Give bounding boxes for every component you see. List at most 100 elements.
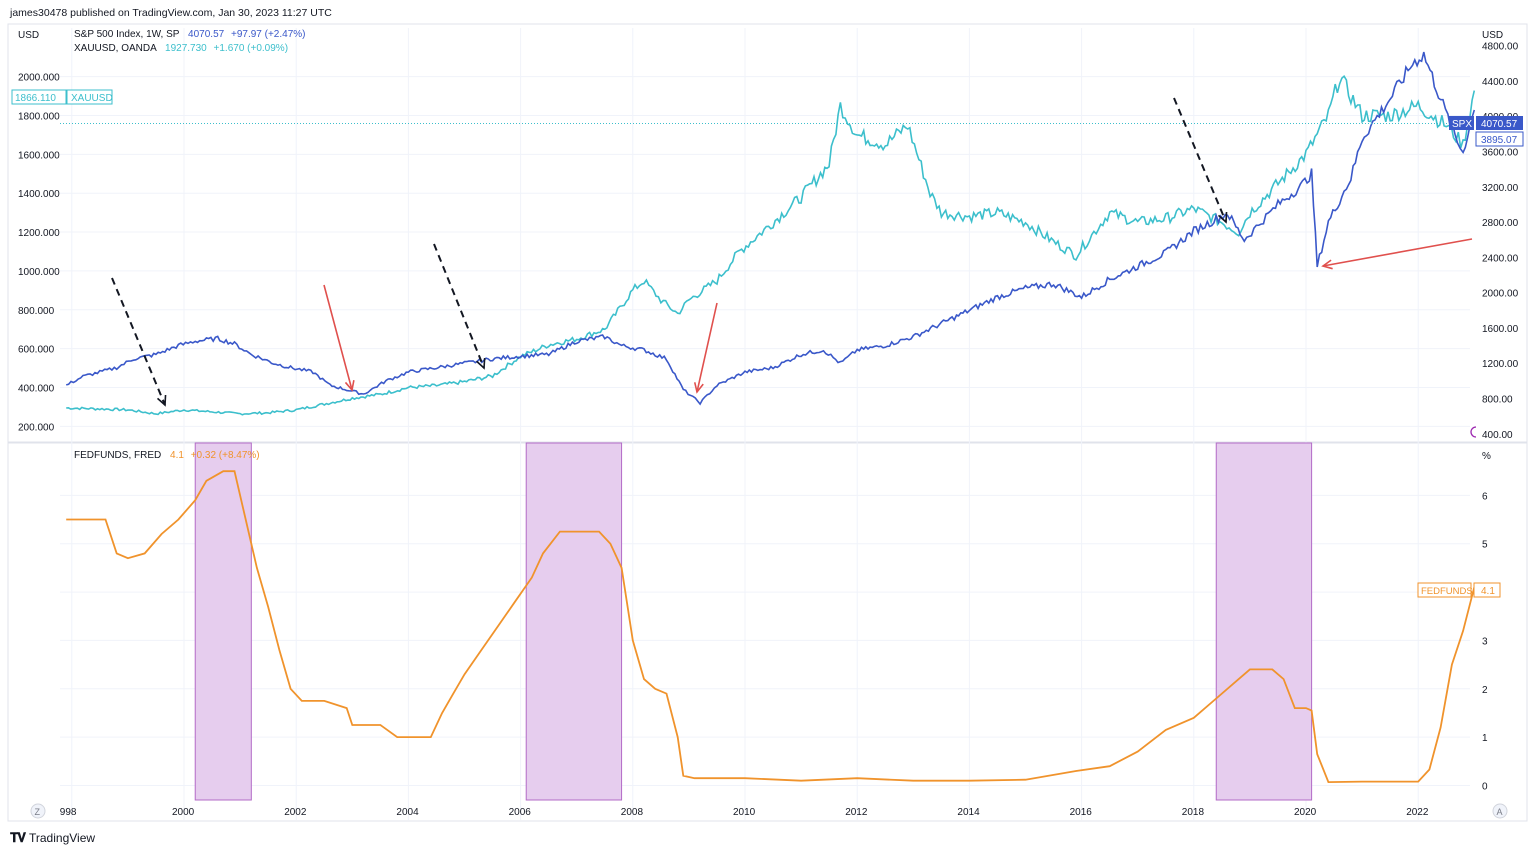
right-tick-7: 2000.00 <box>1482 289 1519 300</box>
x-tick-6: 2010 <box>733 807 756 818</box>
pct-tick-3: 3 <box>1482 636 1488 647</box>
x-tick-9: 2016 <box>1070 807 1093 818</box>
shaded-period-1 <box>525 442 623 801</box>
x-tick-7: 2012 <box>845 807 868 818</box>
annotation-arrow-2 <box>433 243 485 369</box>
right-tick-9: 1200.00 <box>1482 359 1519 370</box>
annotations <box>111 97 1473 407</box>
pct-tick-0: 6 <box>1482 491 1488 502</box>
annotation-arrowhead-4 <box>1217 211 1228 224</box>
gold-price-badge <box>11 89 67 105</box>
z-button[interactable] <box>30 803 46 819</box>
series-line-spx <box>66 51 1476 406</box>
legend-spx-name: S&P 500 Index, 1W, SP <box>74 29 180 40</box>
annotation-arrow-5 <box>1322 238 1473 267</box>
legend-fed[interactable]: FEDFUNDS, FRED 4.1 +0.32 (+8.47%) <box>74 450 260 461</box>
annotation-arrow-0 <box>111 277 166 406</box>
x-tick-1: 2000 <box>172 807 195 818</box>
annotation-arrowhead-5 <box>1321 259 1333 270</box>
x-tick-5: 2008 <box>621 807 644 818</box>
right-tick-5: 2800.00 <box>1482 218 1519 229</box>
left-tick-3: 1400.000 <box>18 189 60 200</box>
series-line-fedfunds <box>66 470 1476 784</box>
left-tick-6: 800.000 <box>18 306 55 317</box>
annotation-arrowhead-2 <box>476 357 486 370</box>
right-tick-1: 4400.00 <box>1482 77 1519 88</box>
fed-tag-badge <box>1417 582 1472 598</box>
fed-right-value: 4.1 <box>1481 586 1495 597</box>
x-tick-3: 2004 <box>396 807 419 818</box>
left-tick-4: 1200.000 <box>18 228 60 239</box>
a-button-label: A <box>1497 807 1503 817</box>
gold-price-badge-value: 1866.110 <box>15 93 56 104</box>
annotation-arrowhead-3 <box>693 382 704 394</box>
annotation-arrow-3 <box>696 302 718 393</box>
spx-second-badge <box>1475 131 1524 147</box>
legend-gold-name: XAUUSD, OANDA <box>74 43 157 54</box>
x-tick-0: 998 <box>60 807 77 818</box>
x-tick-11: 2020 <box>1294 807 1317 818</box>
annotation-arrowhead-0 <box>156 394 167 407</box>
spx-right-badge <box>1476 116 1523 130</box>
series-layer <box>60 51 1476 784</box>
left-tick-9: 200.000 <box>18 422 55 433</box>
legend-spx-value: 4070.57 <box>188 29 225 40</box>
x-tick-2: 2002 <box>284 807 307 818</box>
left-tick-1: 1800.000 <box>18 111 60 122</box>
left-tick-2: 1600.000 <box>18 150 60 161</box>
annotation-arrowhead-1 <box>344 380 355 392</box>
right-tick-10: 800.00 <box>1482 395 1513 406</box>
gold-name-badge <box>66 89 113 105</box>
left-tick-7: 600.000 <box>18 345 55 356</box>
spx-right-value: 4070.57 <box>1481 119 1518 130</box>
x-tick-12: 2022 <box>1406 807 1429 818</box>
spx-tag-badge <box>1449 116 1474 130</box>
annotation-arrow-1 <box>323 284 353 391</box>
right-tick-3: 3600.00 <box>1482 148 1519 159</box>
left-axis-unit: USD <box>18 30 39 41</box>
right-tick-0: 4800.00 <box>1482 42 1519 53</box>
tradingview-logo-icon: 𝐓𝐕 <box>10 830 26 845</box>
right-axis-unit: USD <box>1482 30 1503 41</box>
right-tick-6: 2400.00 <box>1482 253 1519 264</box>
x-tick-8: 2014 <box>957 807 980 818</box>
x-tick-4: 2006 <box>509 807 532 818</box>
legend-gold-change: +1.670 (+0.09%) <box>213 43 289 54</box>
pct-tick-5: 1 <box>1482 733 1488 744</box>
pct-tick-4: 2 <box>1482 685 1488 696</box>
x-tick-10: 2018 <box>1182 807 1205 818</box>
right-tick-8: 1600.00 <box>1482 324 1519 335</box>
legend-fed-change: +0.32 (+8.47%) <box>190 450 260 461</box>
legend-spx-change: +97.97 (+2.47%) <box>230 29 306 40</box>
legend-gold-value: 1927.730 <box>165 43 207 54</box>
left-axis[interactable]: 2000.000 1800.000 1600.000 1400.000 1200.000… <box>18 73 60 434</box>
time-axis[interactable]: 998 2000 2002 2004 2006 2008 2010 2012 2014 2016 2… <box>60 807 1429 818</box>
publisher-line: james30478 published on TradingView.com,… <box>10 7 332 19</box>
legend-gold[interactable]: XAUUSD, OANDA 1927.730 +1.670 (+0.09%) <box>74 43 288 54</box>
series-line-xauusd <box>66 74 1476 416</box>
legend-spx[interactable]: S&P 500 Index, 1W, SP 4070.57 +97.97 (+2… <box>74 29 305 40</box>
right-tick-11: 400.00 <box>1482 430 1513 441</box>
spx-tag-label: SPX <box>1452 119 1472 130</box>
pct-tick-1: 5 <box>1482 540 1488 551</box>
right-axis-unit-pct: % <box>1482 451 1491 462</box>
right-tick-4: 3200.00 <box>1482 183 1519 194</box>
left-tick-5: 1000.000 <box>18 267 60 278</box>
scroll-icon[interactable] <box>1470 426 1477 438</box>
spx-second-value: 3895.07 <box>1481 135 1518 146</box>
annotation-arrow-4 <box>1173 97 1227 223</box>
shaded-period-0 <box>194 442 252 801</box>
shaded-period-2 <box>1215 442 1313 801</box>
a-button[interactable] <box>1492 803 1508 819</box>
gold-name-badge-label: XAUUSD <box>71 93 113 104</box>
z-button-label: Z <box>35 807 41 817</box>
tradingview-brand: TradingView <box>29 831 96 845</box>
legend-fed-name: FEDFUNDS, FRED <box>74 450 162 461</box>
left-tick-0: 2000.000 <box>18 73 60 84</box>
tradingview-footer[interactable]: 𝐓𝐕 TradingView <box>10 830 95 846</box>
fed-tag-label: FEDFUNDS <box>1421 586 1473 597</box>
top-pane-frame <box>7 23 1528 443</box>
fed-right-badge <box>1473 582 1501 598</box>
pct-tick-6: 0 <box>1482 781 1488 792</box>
